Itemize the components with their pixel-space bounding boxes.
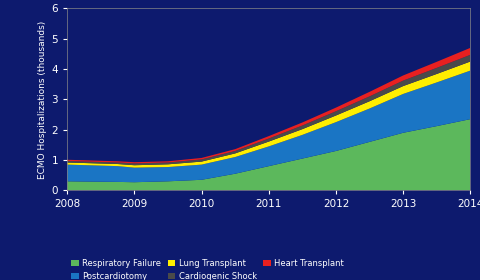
Y-axis label: ECMO Hospitalizations (thousands): ECMO Hospitalizations (thousands) — [38, 20, 48, 179]
Legend: Respiratory Failure, Postcardiotomy, Lung Transplant, Cardiogenic Shock, Heart T: Respiratory Failure, Postcardiotomy, Lun… — [72, 259, 344, 280]
